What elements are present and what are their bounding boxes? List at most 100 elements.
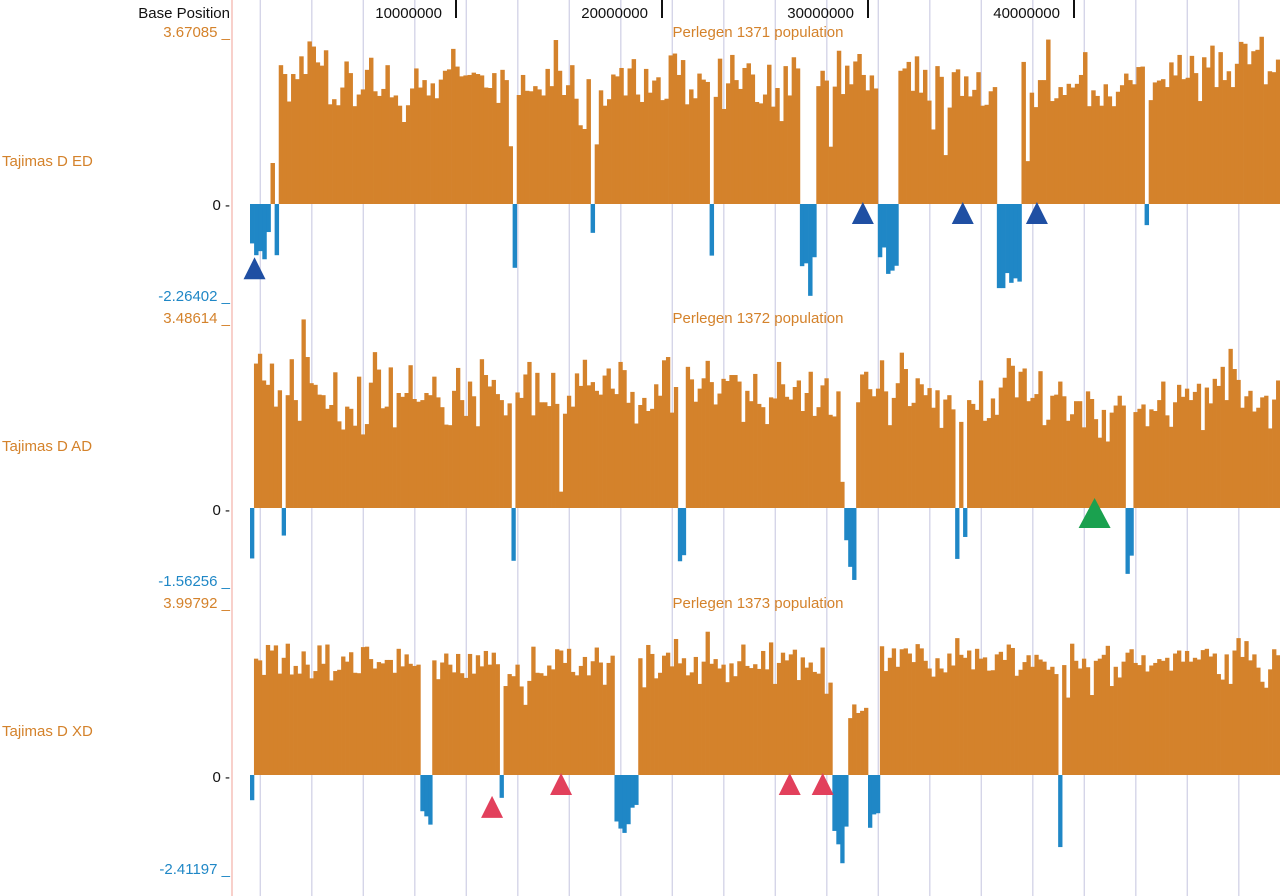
tajimas-d-bar [907, 406, 912, 508]
tajimas-d-bar [779, 121, 784, 204]
tajimas-d-bar [537, 89, 542, 204]
tajimas-d-bar [709, 382, 714, 508]
tajimas-d-bar [689, 89, 694, 204]
tajimas-d-bar [586, 675, 592, 775]
tajimas-d-bar [269, 363, 275, 508]
tajimas-d-bar [1197, 101, 1203, 204]
tajimas-d-bar [1220, 366, 1225, 508]
tajimas-d-bar [947, 653, 952, 775]
tajimas-d-bar [762, 94, 768, 204]
tajimas-d-bar [299, 56, 304, 204]
tajimas-d-bar [424, 393, 429, 508]
tajimas-d-bar [590, 204, 596, 233]
tajimas-d-bar [914, 56, 920, 204]
tajimas-d-bar [1204, 387, 1210, 508]
tajimas-d-bar [689, 672, 695, 775]
tajimas-d-bar [1149, 665, 1154, 775]
track-zero-label: 0 - [212, 502, 230, 519]
tajimas-d-bar [1145, 671, 1150, 775]
tajimas-d-bar [1125, 508, 1130, 574]
tajimas-d-bar [305, 664, 310, 775]
tajimas-d-bar [456, 653, 461, 775]
tajimas-d-bar [1232, 650, 1237, 775]
tajimas-d-bar [414, 68, 419, 204]
tajimas-d-bar [638, 658, 643, 775]
tajimas-d-bar [313, 384, 318, 508]
tajimas-d-bar [566, 648, 572, 775]
tajimas-d-bar [590, 382, 595, 508]
tajimas-d-bar [1248, 390, 1253, 508]
tajimas-d-bar [273, 406, 279, 508]
tajimas-d-bar [317, 394, 322, 508]
tajimas-d-bar [380, 408, 386, 508]
tajimas-d-bar [646, 410, 651, 508]
tajimas-d-bar [1117, 677, 1122, 775]
tajimas-d-bar [1030, 397, 1035, 508]
track-zero-label: 0 - [212, 197, 230, 214]
tajimas-d-bar [1077, 401, 1083, 508]
tajimas-d-bar [535, 372, 540, 508]
tajimas-d-bar [1145, 426, 1150, 508]
tajimas-d-bar [491, 379, 496, 508]
tajimas-d-bar [680, 60, 686, 205]
tajimas-d-bar [495, 394, 500, 508]
tajimas-d-bar [658, 395, 663, 508]
tajimas-d-bar [278, 65, 284, 205]
tajimas-d-bar [467, 381, 473, 508]
tajimas-d-bar [1264, 395, 1269, 508]
tajimas-d-bar [824, 378, 829, 508]
tajimas-d-bar [939, 668, 944, 775]
tajimas-d-bar [840, 94, 846, 204]
tajimas-d-bar [388, 367, 393, 508]
tajimas-d-bar [726, 83, 731, 204]
tajimas-d-bar [1113, 405, 1118, 508]
tajimas-d-bar [416, 401, 421, 508]
tajimas-d-bar [919, 648, 924, 775]
tajimas-d-bar [1105, 441, 1110, 508]
tajimas-d-bar [253, 658, 259, 775]
tajimas-d-bar [1017, 204, 1022, 282]
tajimas-d-bar [311, 46, 316, 204]
tajimas-d-bar [426, 95, 431, 204]
tajimas-d-bar [602, 375, 607, 508]
tajimas-d-bar [1121, 661, 1126, 775]
tajimas-d-bar [799, 204, 805, 267]
tajimas-d-bar [265, 644, 271, 775]
tajimas-d-bar [269, 650, 275, 775]
tajimas-d-bar [662, 655, 667, 775]
tajimas-d-bar [373, 91, 378, 204]
tajimas-d-bar [1188, 400, 1194, 508]
tajimas-d-bar [416, 664, 421, 775]
tajimas-d-bar [483, 87, 489, 204]
tajimas-d-bar [329, 680, 334, 775]
tajimas-d-bar [594, 144, 600, 204]
tajimas-d-bar [772, 398, 778, 508]
track-name-label: Tajimas D AD [2, 438, 92, 455]
tajimas-d-bar [500, 69, 505, 204]
tajimas-d-bar [1129, 508, 1134, 556]
tajimas-d-bar [614, 775, 619, 822]
tajimas-d-bar [545, 68, 550, 204]
tajimas-d-bar [384, 659, 389, 775]
tajimas-d-bar [483, 650, 489, 775]
tajimas-d-bar [864, 707, 869, 775]
tajimas-d-bar [257, 660, 263, 775]
tajimas-d-bar [757, 668, 762, 775]
tajimas-d-bar [1188, 661, 1194, 775]
triangle-marker-icon [1025, 202, 1048, 224]
tajimas-d-bar [899, 649, 904, 775]
tajimas-d-bar [353, 425, 358, 508]
tajimas-d-bar [848, 718, 853, 775]
tajimas-d-bar [742, 67, 747, 204]
tajimas-d-bar [780, 384, 786, 508]
tajimas-d-bar [634, 423, 639, 508]
tajimas-d-bar [1093, 419, 1099, 508]
tajimas-d-bar [1054, 394, 1059, 508]
tajimas-d-bar [886, 204, 891, 274]
tajimas-d-bar [519, 686, 524, 775]
tajimas-d-bar [295, 79, 300, 204]
tajimas-d-bar [1148, 100, 1154, 204]
tajimas-d-bar [849, 84, 854, 204]
tajimas-d-bar [684, 104, 690, 204]
tajimas-d-bar [1030, 666, 1035, 775]
